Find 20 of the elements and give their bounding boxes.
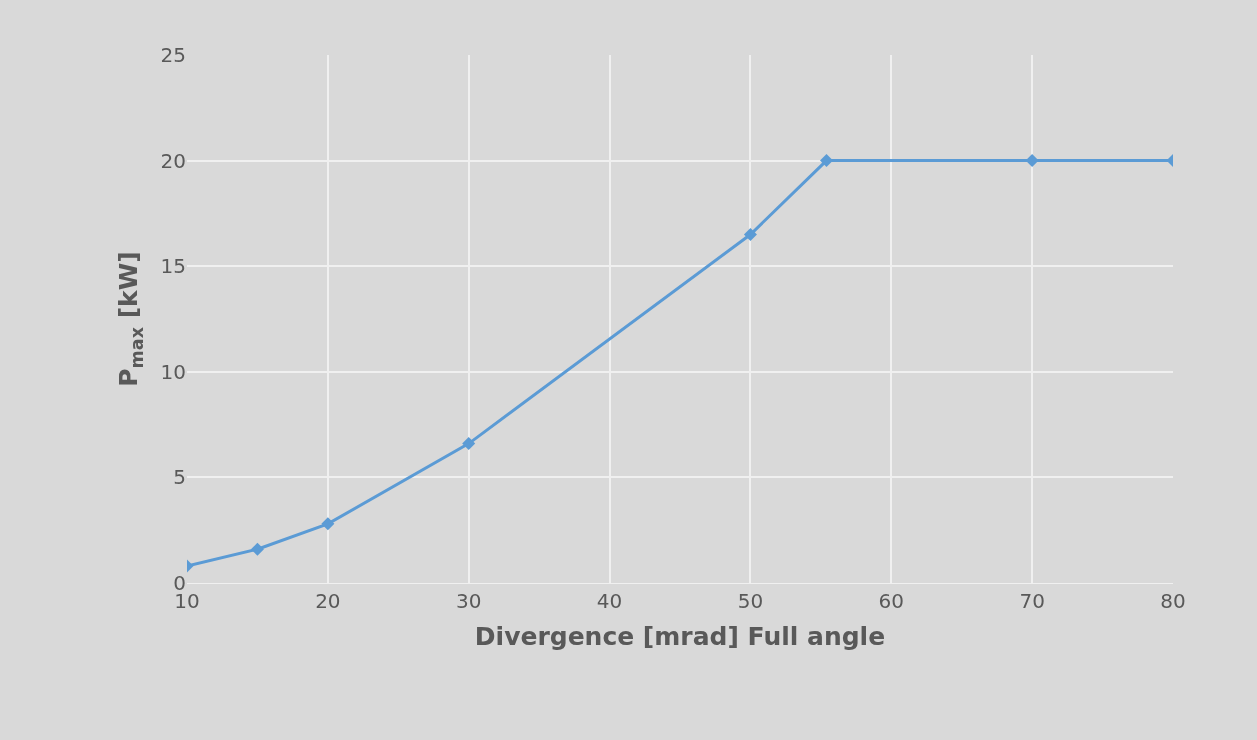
point	[819, 154, 833, 168]
y-tick-label: 10	[160, 359, 186, 384]
point	[743, 228, 757, 242]
x-tick-label: 60	[878, 589, 905, 613]
y-tick-label: 5	[173, 465, 186, 490]
x-tick-label: 20	[315, 589, 341, 613]
y-tick-label: 25	[160, 43, 186, 67]
y-tick-label: 20	[160, 148, 186, 173]
point	[321, 517, 335, 531]
y-tick-label: 0	[173, 571, 186, 595]
x-tick-label: 30	[455, 589, 482, 613]
x-tick-label: 40	[596, 589, 623, 613]
x-tick-label: 70	[1019, 589, 1045, 613]
x-axis-title: Divergence [mrad] Full angle	[474, 622, 886, 651]
point	[462, 437, 476, 451]
y-tick-label: 15	[160, 254, 186, 279]
point	[1025, 154, 1039, 168]
point	[250, 542, 264, 556]
x-tick-label: 50	[737, 589, 764, 613]
x-tick-label: 80	[1160, 589, 1186, 613]
